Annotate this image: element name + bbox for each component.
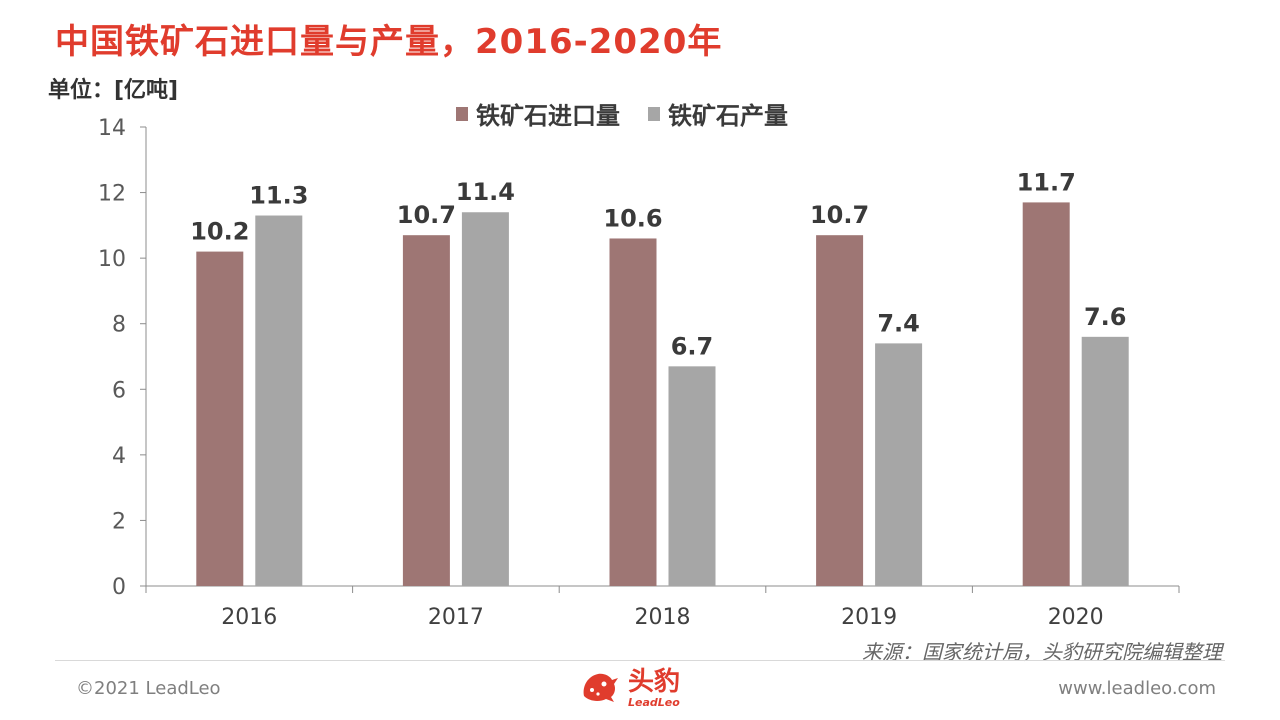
y-tick-label: 10	[98, 247, 126, 272]
legend-label-import: 铁矿石进口量	[476, 102, 620, 130]
bar-production-2019	[875, 343, 923, 586]
bar-import-2018	[609, 238, 657, 586]
data-label: 10.7	[810, 201, 869, 229]
page-title: 中国铁矿石进口量与产量，2016-2020年	[55, 22, 723, 62]
bar-import-2017	[402, 235, 450, 586]
bar-import-2016	[196, 251, 244, 587]
legend-item-production: 铁矿石产量	[648, 96, 788, 131]
data-label: 6.7	[671, 332, 714, 360]
bar-production-2016	[255, 215, 303, 586]
x-tick-label: 2016	[221, 605, 277, 630]
chart-legend: 铁矿石进口量 铁矿石产量	[456, 96, 788, 131]
y-tick-label: 4	[112, 444, 126, 469]
data-label: 10.7	[397, 201, 456, 229]
logo-text-en: LeadLeo	[628, 695, 680, 709]
bar-production-2017	[461, 212, 509, 586]
legend-swatch-production	[648, 106, 660, 121]
bar-production-2020	[1081, 336, 1129, 586]
data-label: 10.2	[190, 218, 249, 246]
data-label: 11.3	[249, 182, 308, 210]
leadleo-logo: 头豹 LeadLeo	[578, 666, 680, 710]
y-tick-label: 6	[112, 378, 126, 403]
leopard-icon	[583, 673, 618, 702]
bar-import-2019	[816, 235, 864, 586]
data-label: 10.6	[603, 204, 662, 232]
legend-label-production: 铁矿石产量	[668, 102, 788, 130]
y-tick-label: 14	[98, 116, 126, 141]
x-tick-label: 2017	[428, 605, 484, 630]
logo-text-cn: 头豹	[628, 666, 681, 697]
y-tick-label: 12	[98, 182, 126, 207]
footer-divider	[55, 660, 1225, 661]
data-label: 7.4	[877, 309, 920, 337]
data-label: 7.6	[1084, 303, 1127, 331]
copyright-text: ©2021 LeadLeo	[76, 678, 221, 699]
legend-swatch-import	[456, 106, 468, 121]
bar-production-2018	[668, 366, 716, 586]
bar-import-2020	[1022, 202, 1070, 586]
y-tick-label: 8	[112, 313, 126, 338]
x-tick-label: 2019	[841, 605, 897, 630]
legend-item-import: 铁矿石进口量	[456, 96, 620, 131]
website-url: www.leadleo.com	[1058, 678, 1216, 699]
x-tick-label: 2020	[1048, 605, 1104, 630]
x-tick-label: 2018	[635, 605, 691, 630]
y-tick-label: 0	[112, 575, 126, 600]
data-label: 11.7	[1017, 168, 1076, 196]
data-label: 11.4	[456, 178, 515, 206]
unit-label: 单位：[亿吨]	[48, 78, 179, 103]
y-tick-label: 2	[112, 509, 126, 534]
